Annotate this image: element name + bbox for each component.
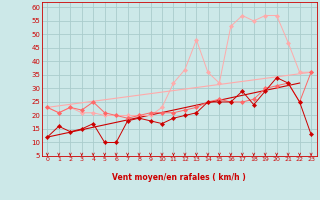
X-axis label: Vent moyen/en rafales ( km/h ): Vent moyen/en rafales ( km/h ): [112, 174, 246, 182]
